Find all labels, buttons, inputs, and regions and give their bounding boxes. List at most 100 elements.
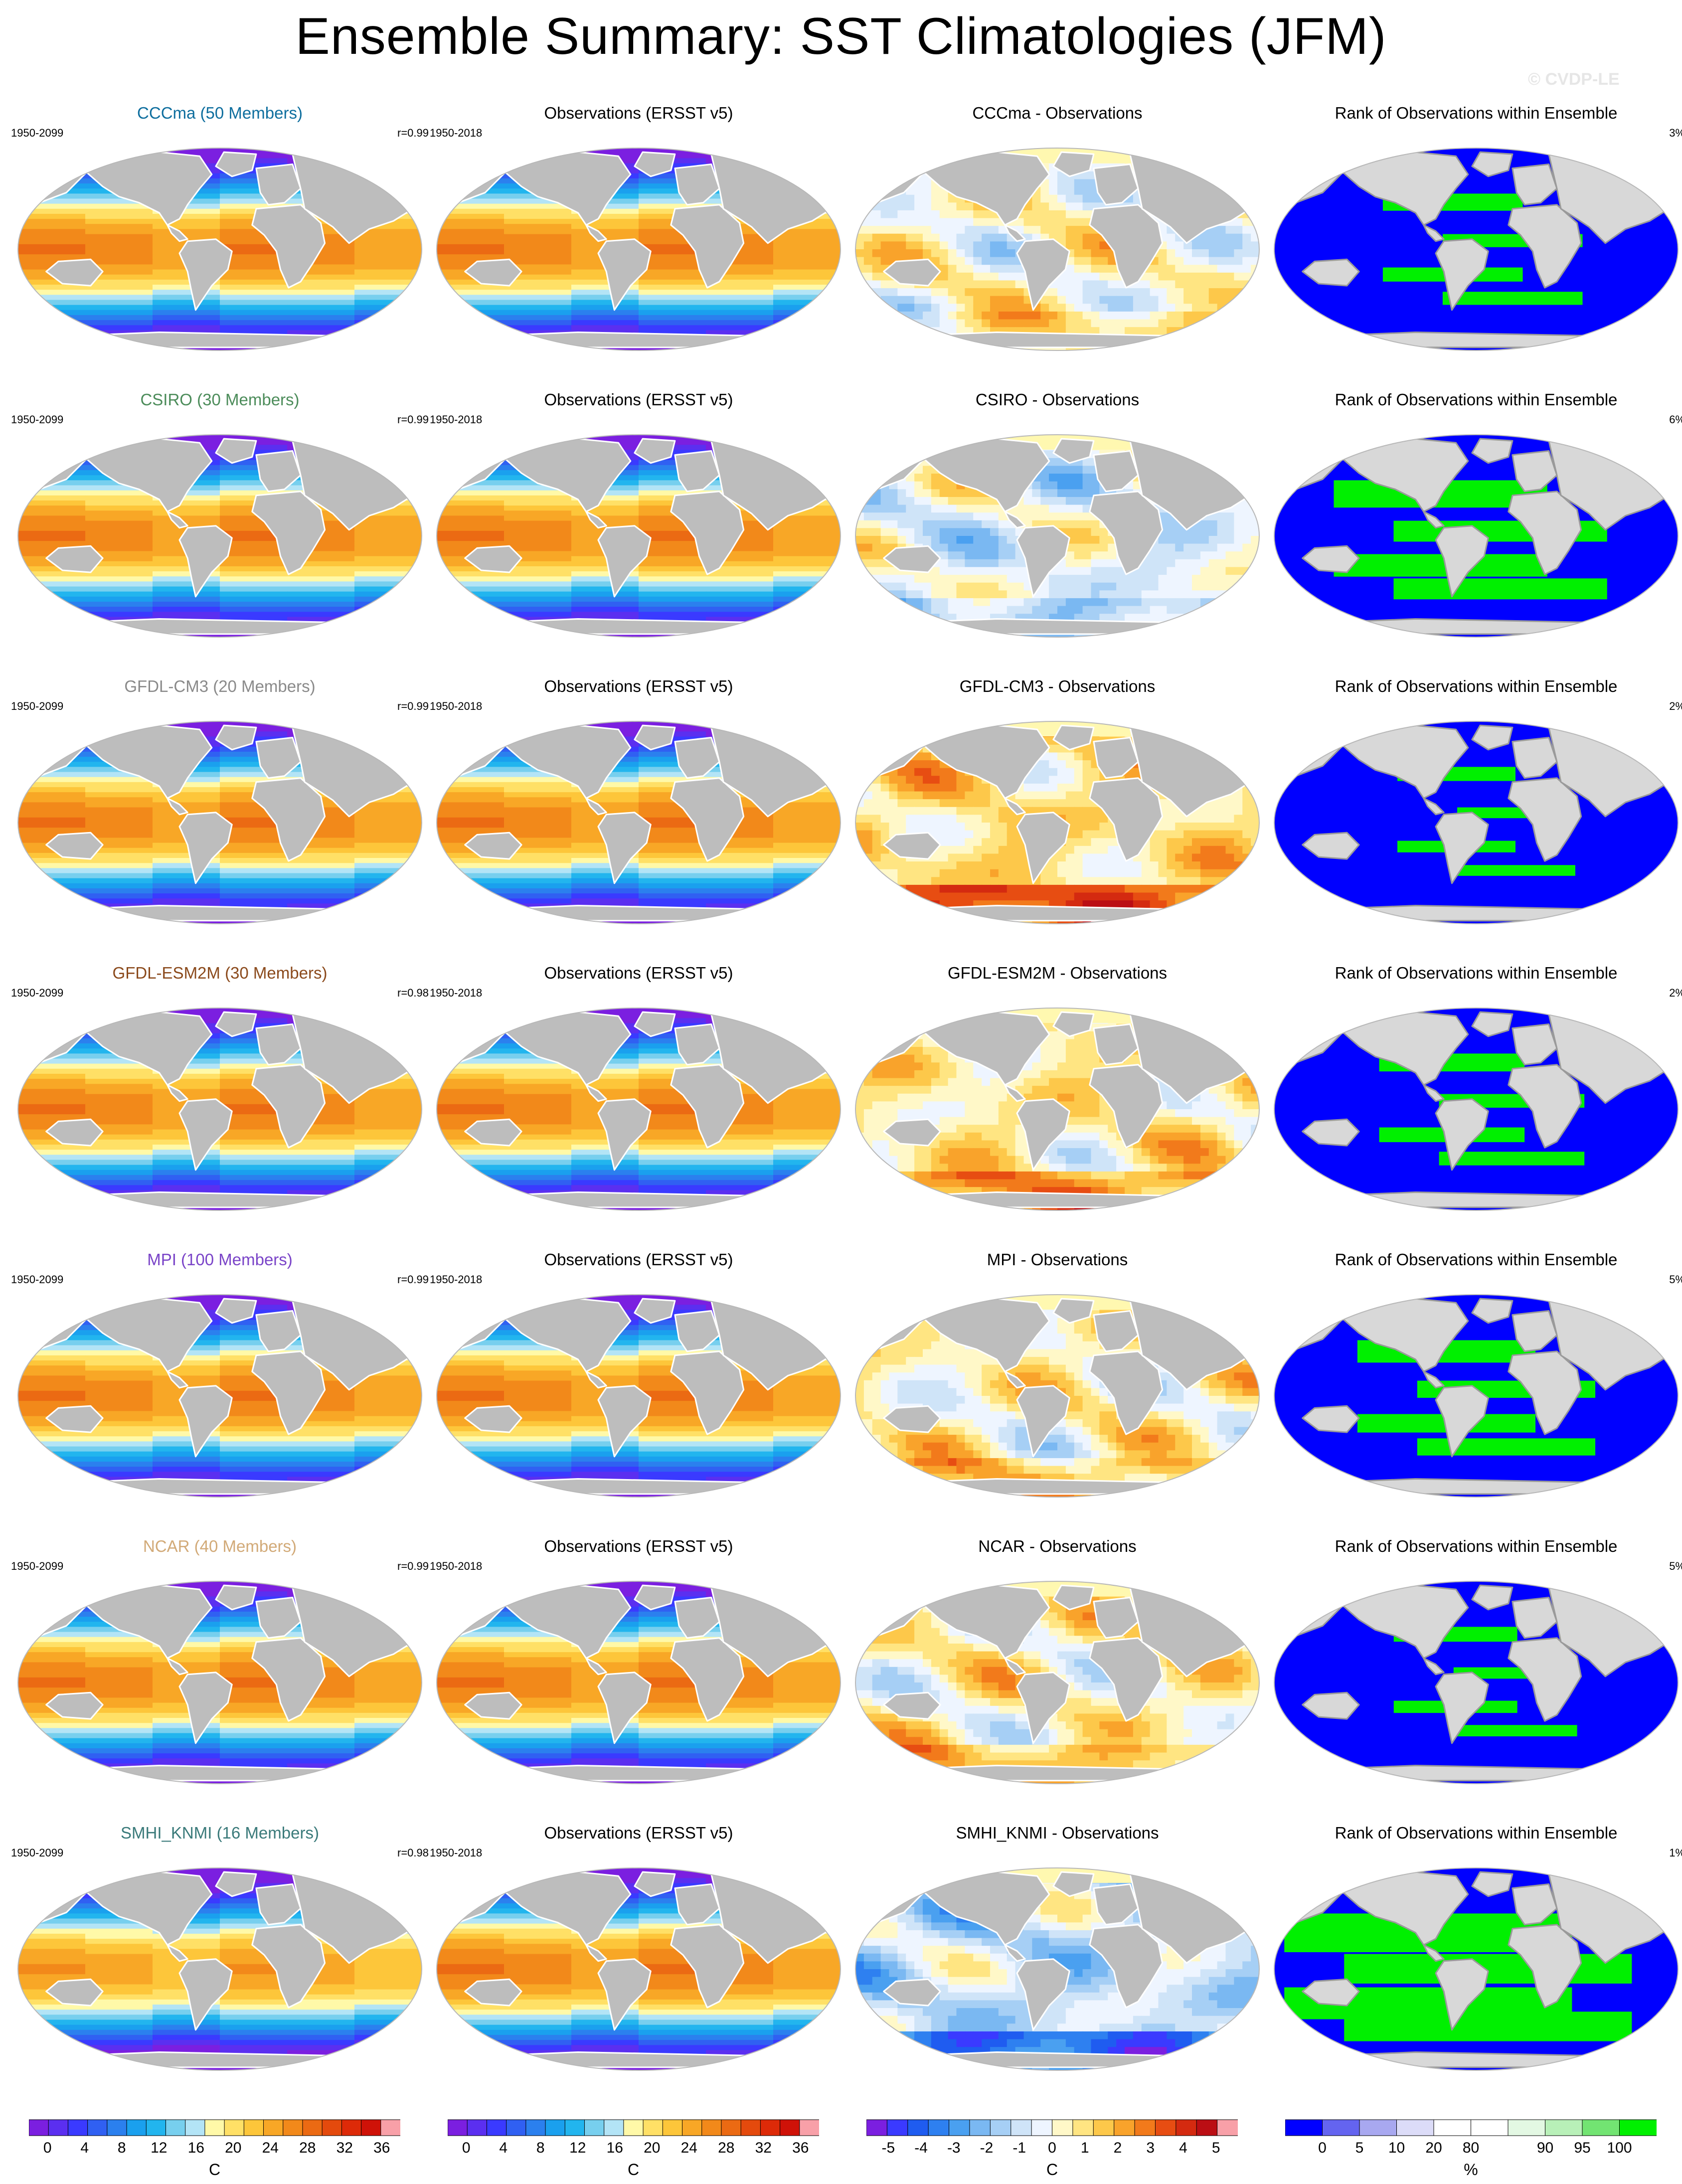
world-map [848, 145, 1266, 356]
colorbar-tick-label: 95 [1574, 2140, 1591, 2156]
colorbar-swatch [907, 2119, 929, 2136]
colorbar-swatch [1433, 2119, 1472, 2136]
model-panel: CSIRO (30 Members) 1950-2099 r=0.99 [11, 390, 429, 670]
rank-panel: Rank of Observations within Ensemble 1% [1267, 1824, 1682, 2103]
colorbar-tick-label: -5 [881, 2140, 895, 2156]
model-panel-title: SMHI_KNMI (16 Members) [121, 1824, 319, 1842]
world-map [848, 1864, 1266, 2076]
colorbar-swatch [1619, 2119, 1657, 2136]
colorbar-swatch [928, 2119, 950, 2136]
colorbar-swatch [1052, 2119, 1073, 2136]
colorbar-tick-label: -4 [914, 2140, 928, 2156]
colorbar-sst-model: 0 4 8 12 16 20 24 28 32 36 C [28, 2118, 401, 2179]
rank-percent-label: 5% [1669, 1273, 1682, 1286]
colorbar-swatch [447, 2119, 468, 2136]
colorbar-swatch [866, 2119, 888, 2136]
colorbar-tick-label: 0 [1048, 2140, 1056, 2156]
difference-panel: MPI - Observations [848, 1250, 1266, 1529]
difference-panel: CSIRO - Observations [848, 390, 1266, 670]
rank-panel: Rank of Observations within Ensemble 5% [1267, 1537, 1682, 1816]
rank-panel-title: Rank of Observations within Ensemble [1335, 390, 1618, 409]
colorbar-swatches [1285, 2119, 1657, 2136]
colorbar-tick-label: 3 [1146, 2140, 1155, 2156]
colorbar-swatch [701, 2119, 722, 2136]
colorbar-tick-label: 8 [536, 2140, 545, 2156]
colorbar-tick-label: -3 [947, 2140, 961, 2156]
colorbar-swatch [67, 2119, 88, 2136]
world-map [430, 1291, 847, 1503]
colorbar-tick-label: 16 [606, 2140, 623, 2156]
colorbar-unit: C [627, 2161, 640, 2179]
period-label: 1950-2018 [430, 1273, 483, 1286]
colorbar-tick-label: 5 [1355, 2140, 1364, 2156]
colorbar-swatch [1545, 2119, 1583, 2136]
rank-panel: Rank of Observations within Ensemble 2% [1267, 677, 1682, 956]
colorbar-swatch [643, 2119, 664, 2136]
difference-panel: NCAR - Observations [848, 1537, 1266, 1816]
colorbar-swatches [866, 2119, 1238, 2136]
observations-panel: Observations (ERSST v5) 1950-2018 [430, 1824, 847, 2103]
difference-panel: SMHI_KNMI - Observations [848, 1824, 1266, 2103]
period-label: 1950-2099 [11, 987, 64, 999]
colorbar-tick-label: 10 [1388, 2140, 1405, 2156]
model-panel: GFDL-CM3 (20 Members) 1950-2099 r=0.99 [11, 677, 429, 956]
colorbar-swatch [1114, 2119, 1136, 2136]
difference-panel-title: CSIRO - Observations [975, 390, 1140, 409]
colorbar-tick-label: 20 [644, 2140, 661, 2156]
colorbar-unit: % [1464, 2161, 1478, 2179]
colorbar-swatch [48, 2119, 69, 2136]
rank-percent-label: 1% [1669, 1847, 1682, 1859]
colorbar-swatch [1396, 2119, 1434, 2136]
colorbar-swatch [1031, 2119, 1053, 2136]
colorbar-sst-obs: 0 4 8 12 16 20 24 28 32 36 C [447, 2118, 820, 2179]
model-panel-title: NCAR (40 Members) [143, 1537, 297, 1555]
colorbar-swatch [1010, 2119, 1032, 2136]
model-panel-title: CCCma (50 Members) [137, 104, 303, 122]
colorbar-swatch [623, 2119, 644, 2136]
difference-panel: GFDL-ESM2M - Observations [848, 964, 1266, 1243]
rank-percent-label: 6% [1669, 413, 1682, 426]
colorbar-swatch [780, 2119, 800, 2136]
colorbar-rank: 0 5 10 20 80 90 95 100% [1285, 2118, 1657, 2179]
colorbar-swatch [760, 2119, 781, 2136]
world-map [11, 1005, 429, 1216]
pattern-correlation-label: r=0.99 [397, 127, 429, 139]
page-title: Ensemble Summary: SST Climatologies (JFM… [295, 7, 1387, 65]
colorbar-unit: C [208, 2161, 221, 2179]
colorbar-tick-label: 20 [225, 2140, 242, 2156]
model-panel-title: GFDL-CM3 (20 Members) [124, 677, 316, 695]
colorbar-swatch [1508, 2119, 1546, 2136]
world-map [848, 1005, 1266, 1216]
pattern-correlation-label: r=0.99 [397, 1273, 429, 1286]
model-panel-title: MPI (100 Members) [147, 1250, 293, 1269]
colorbar-swatch [341, 2119, 362, 2136]
colorbar-swatch [740, 2119, 761, 2136]
observations-panel-title: Observations (ERSST v5) [544, 1537, 733, 1555]
rank-panel-title: Rank of Observations within Ensemble [1335, 1824, 1618, 1842]
world-map [11, 145, 429, 356]
colorbar-tick-label: 36 [792, 2140, 809, 2156]
pattern-correlation-label: r=0.99 [397, 413, 429, 426]
world-map [848, 1578, 1266, 1790]
period-label: 1950-2099 [11, 1560, 64, 1572]
pattern-correlation-label: r=0.99 [397, 700, 429, 712]
rank-panel-title: Rank of Observations within Ensemble [1335, 964, 1618, 982]
difference-panel-title: GFDL-CM3 - Observations [959, 677, 1156, 695]
colorbar-swatch [322, 2119, 342, 2136]
colorbar-swatch [1582, 2119, 1620, 2136]
world-map [430, 718, 847, 930]
colorbar-tick-label: 0 [462, 2140, 471, 2156]
colorbar-swatch [165, 2119, 186, 2136]
colorbar-swatch [380, 2119, 401, 2136]
colorbar-swatch [721, 2119, 742, 2136]
colorbar-swatch [146, 2119, 167, 2136]
world-map [1267, 1864, 1682, 2076]
model-panel-title: GFDL-ESM2M (30 Members) [112, 964, 328, 982]
world-map [1267, 1578, 1682, 1790]
colorbar-tick-label: 12 [151, 2140, 168, 2156]
colorbar-swatch [486, 2119, 507, 2136]
colorbar-swatch [1072, 2119, 1094, 2136]
period-label: 1950-2099 [11, 127, 64, 139]
world-map [1267, 718, 1682, 930]
pattern-correlation-label: r=0.98 [397, 1847, 429, 1859]
